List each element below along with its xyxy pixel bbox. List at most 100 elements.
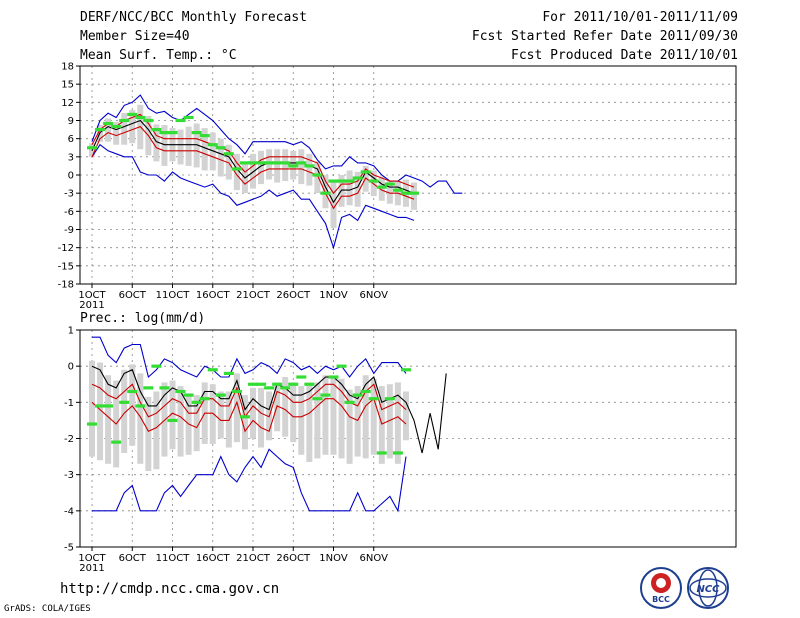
temp-ensemble-box <box>330 179 337 228</box>
temp-median-mark <box>207 143 218 147</box>
prec-median-mark <box>376 451 387 455</box>
temp-median-mark <box>376 185 387 189</box>
prec-median-mark <box>264 386 275 390</box>
prec-ensemble-box <box>97 362 104 461</box>
prec-median-mark <box>344 400 355 404</box>
temp-y-tick-label: -9 <box>64 225 74 236</box>
temp-year-label: 2011 <box>79 300 104 311</box>
temp-y-tick-label: -15 <box>58 261 74 272</box>
temp-ensemble-box <box>177 129 184 165</box>
prec-median-mark <box>159 386 170 390</box>
forecast-period: For 2011/10/01-2011/11/09 <box>542 10 738 25</box>
temp-panel-title: Mean Surf. Temp.: °C <box>80 48 237 63</box>
prec-x-tick-label: 21OCT <box>236 553 271 564</box>
prec-median-mark <box>239 415 250 419</box>
prec-y-tick-label: -1 <box>64 398 74 409</box>
temp-median-mark <box>111 124 122 129</box>
temp-y-tick-label: 18 <box>61 62 74 73</box>
temp-median-mark <box>248 161 258 165</box>
prec-median-mark <box>400 368 411 372</box>
temp-y-tick-label: 15 <box>61 80 74 91</box>
prec-x-tick-label: 6OCT <box>119 553 147 564</box>
temp-x-tick-label: 6OCT <box>119 290 147 301</box>
prec-median-mark <box>272 382 283 386</box>
prec-median-mark <box>223 371 234 375</box>
temp-x-tick-label: 11OCT <box>156 290 191 301</box>
prec-sd-upper-line <box>91 383 407 419</box>
prec-median-mark <box>384 397 395 401</box>
temp-ensemble-box <box>386 181 393 204</box>
temp-median-mark <box>127 112 138 117</box>
prec-ensemble-box <box>105 375 112 464</box>
temp-ensemble-box <box>193 123 200 168</box>
prec-median-mark <box>87 422 97 426</box>
temp-ensemble-box <box>346 170 353 206</box>
temp-ensemble-box <box>411 182 417 210</box>
prec-ensemble-box <box>322 375 329 455</box>
temp-median-mark <box>95 127 106 132</box>
prec-median-mark <box>288 382 299 386</box>
temp-ensemble-box <box>354 171 361 207</box>
prec-x-tick-label: 16OCT <box>196 553 231 564</box>
temp-median-mark <box>199 134 210 138</box>
prec-x-tick-label: 26OCT <box>276 553 311 564</box>
prec-ensemble-box <box>129 364 136 446</box>
temp-ensemble-box <box>298 149 305 185</box>
prec-median-mark <box>248 382 258 386</box>
temp-x-tick-label: 1NOV <box>319 290 348 301</box>
prec-median-mark <box>135 404 146 408</box>
source-url[interactable]: http://cmdp.ncc.cma.gov.cn <box>60 581 280 597</box>
prec-median-mark <box>336 364 347 368</box>
prec-y-tick-label: 0 <box>68 362 74 373</box>
temp-x-tick-label: 6NOV <box>360 290 389 301</box>
prec-y-tick-label: -3 <box>64 470 74 481</box>
temp-ensemble-box <box>217 138 224 177</box>
temp-x-tick-label: 26OCT <box>276 290 311 301</box>
prec-ensemble-box <box>193 395 200 452</box>
prec-ensemble-box <box>394 382 401 464</box>
prec-min-line <box>92 448 407 513</box>
temp-median-mark <box>272 161 283 165</box>
prec-ensemble-box <box>378 386 385 464</box>
chart-title: DERF/NCC/BCC Monthly Forecast <box>80 10 307 25</box>
fcst-produced-date: Fcst Produced Date 2011/10/01 <box>511 48 738 63</box>
temp-median-mark <box>135 115 146 120</box>
prec-y-tick-label: -2 <box>64 434 74 445</box>
temp-median-mark <box>159 131 170 135</box>
temp-ensemble-box <box>121 112 128 145</box>
temp-ensemble-box <box>129 109 136 144</box>
prec-median-mark <box>352 393 363 397</box>
temp-median-mark <box>328 179 339 183</box>
member-size: Member Size=40 <box>80 29 190 44</box>
prec-max-line <box>92 336 407 379</box>
prec-median-mark <box>199 397 210 401</box>
temp-median-mark <box>336 179 347 183</box>
temp-y-tick-label: 3 <box>68 152 74 163</box>
temp-ensemble-box <box>105 118 112 142</box>
temp-ensemble-box <box>113 122 120 145</box>
prec-y-tick-label: -4 <box>64 506 74 517</box>
temp-median-mark <box>320 191 331 195</box>
temp-median-mark <box>280 161 291 165</box>
prec-ensemble-box <box>258 387 265 448</box>
temp-median-mark <box>191 131 202 135</box>
prec-x-tick-label: 6NOV <box>360 553 389 564</box>
prec-ensemble-box <box>169 380 176 450</box>
prec-median-mark <box>191 400 202 404</box>
temp-median-mark <box>400 191 411 195</box>
temp-ensemble-box <box>306 153 313 186</box>
temp-ensemble-box <box>201 128 208 171</box>
temp-y-tick-label: 9 <box>68 116 74 127</box>
temp-ensemble-box <box>225 144 232 180</box>
prec-ensemble-box <box>346 389 353 464</box>
temp-median-mark <box>392 188 403 192</box>
prec-ensemble-box <box>209 384 216 444</box>
temp-median-mark <box>239 161 250 165</box>
prec-median-mark <box>95 404 106 408</box>
prec-ensemble-box <box>89 360 95 457</box>
temp-median-mark <box>175 118 186 123</box>
temp-plot-frame <box>79 65 737 285</box>
fcst-started-date: Fcst Started Refer Date 2011/09/30 <box>471 29 738 44</box>
prec-median-mark <box>304 382 315 386</box>
ncc-logo: NCC <box>687 567 729 609</box>
